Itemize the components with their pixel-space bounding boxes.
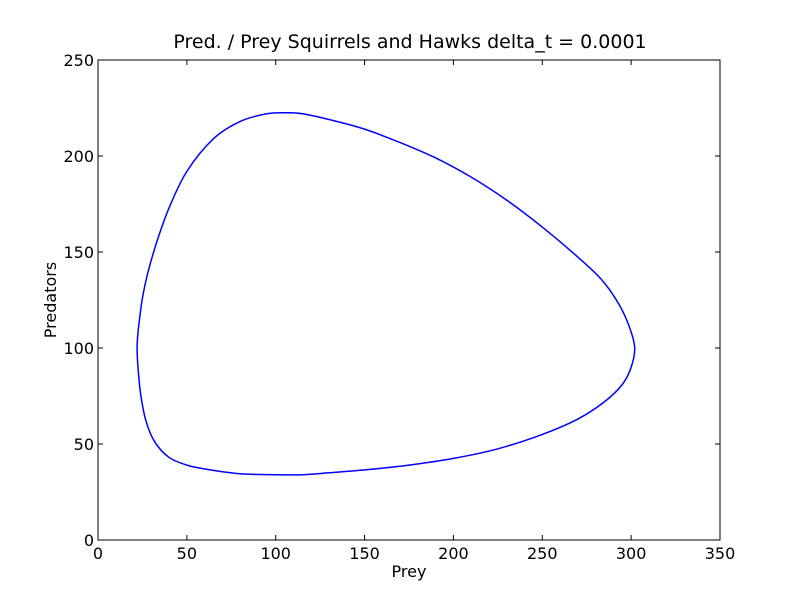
- series-group: [136, 111, 636, 476]
- y-tick-label: 250: [63, 51, 94, 70]
- y-tick-label: 200: [63, 147, 94, 166]
- x-tick-label: 150: [349, 544, 380, 563]
- y-tick-label: 100: [63, 339, 94, 358]
- tick-group: 0 50 100 150 200 250 300 350 0 50 100 150 200 250: [63, 51, 735, 563]
- y-tick-label: 50: [74, 435, 94, 454]
- x-tick-label: 300: [616, 544, 647, 563]
- x-tick-label: 100: [260, 544, 291, 563]
- x-tick-label: 0: [93, 544, 103, 563]
- x-tick-label: 50: [177, 544, 197, 563]
- series-line-0: [136, 111, 636, 476]
- chart-title: Pred. / Prey Squirrels and Hawks delta_t…: [173, 31, 646, 53]
- x-axis-label: Prey: [392, 562, 427, 581]
- x-tick-label: 200: [438, 544, 469, 563]
- y-axis-label: Predators: [41, 262, 60, 338]
- plot-area-frame: [97, 59, 721, 541]
- x-tick-label: 350: [705, 544, 736, 563]
- y-tick-label: 150: [63, 243, 94, 262]
- x-tick-label: 250: [527, 544, 558, 563]
- y-tick-label: 0: [84, 531, 94, 550]
